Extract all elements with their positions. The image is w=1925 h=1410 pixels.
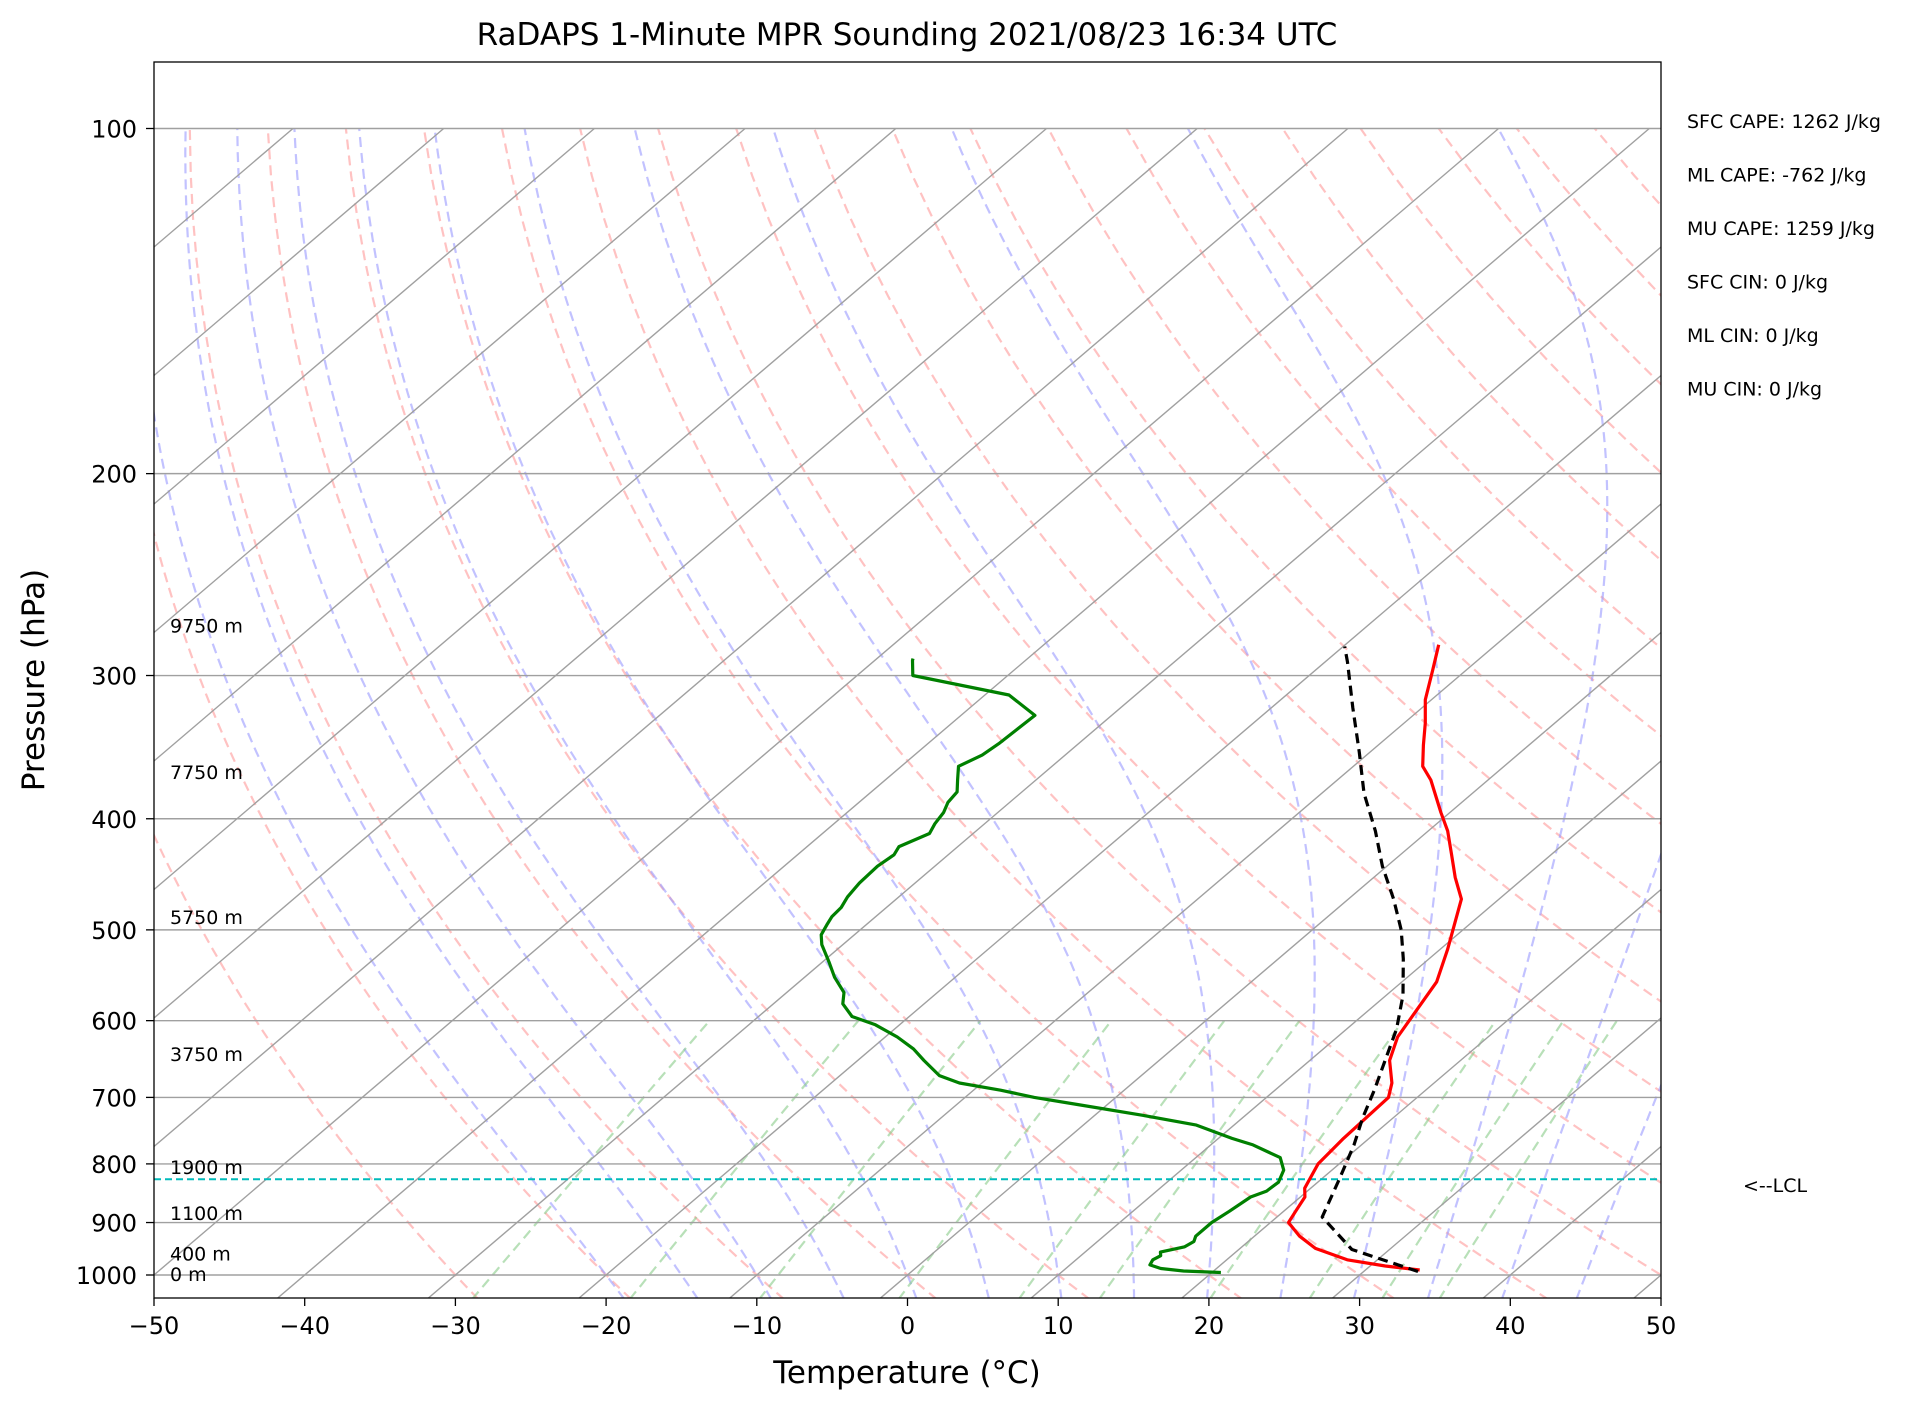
x-axis-label: Temperature (°C) [772, 1355, 1041, 1391]
moist-adiabat-line [359, 129, 917, 1300]
dry-adiabat-line [814, 129, 1925, 1300]
x-tick-label: 0 [900, 1312, 915, 1340]
dry-adiabat-line [1517, 129, 1925, 1300]
stat-line: ML CAPE: -762 J/kg [1687, 165, 1866, 187]
isotherm-line [276, 129, 1649, 1300]
moist-adiabat-line [237, 129, 771, 1300]
x-tick-label: 30 [1344, 1312, 1375, 1340]
x-tick-label: −50 [129, 1312, 180, 1340]
dry-adiabat-line [190, 129, 784, 1300]
y-tick-label: 600 [91, 1008, 137, 1036]
isotherm-line [126, 129, 1499, 1300]
stats-panel: SFC CAPE: 1262 J/kg ML CAPE: -762 J/kg MU … [1687, 111, 1881, 401]
dry-adiabat-line [268, 129, 937, 1300]
y-tick-label: 500 [91, 917, 137, 945]
x-tick-label: −30 [430, 1312, 481, 1340]
chart-title: RaDAPS 1-Minute MPR Sounding 2021/08/23 … [477, 17, 1338, 53]
height-label: 9750 m [170, 616, 243, 638]
height-label: 7750 m [170, 762, 243, 784]
dry-adiabat-line [111, 129, 632, 1300]
dry-adiabat-line [1829, 129, 1925, 1300]
height-label: 0 m [170, 1264, 207, 1286]
isotherm-line [1030, 129, 1925, 1300]
moist-adiabat-line [635, 129, 1134, 1300]
mixing-ratio-line [1099, 1021, 1300, 1300]
dry-adiabat-line [1283, 129, 1925, 1300]
stat-line: SFC CIN: 0 J/kg [1687, 272, 1828, 294]
height-label: 3750 m [170, 1044, 243, 1066]
background-reference-lines [0, 129, 1925, 1300]
moist-adiabat-line [435, 129, 990, 1300]
moist-adiabat-line [1188, 129, 1442, 1300]
moist-adiabat-line [1428, 129, 1608, 1300]
moist-adiabat-line [1502, 129, 1825, 1300]
x-tick-label: 20 [1194, 1312, 1225, 1340]
x-tick-label: −10 [731, 1312, 782, 1340]
dry-adiabat-line [1673, 129, 1925, 1300]
dry-adiabat-line [580, 129, 1548, 1300]
isotherm-line [0, 129, 1046, 1300]
dry-adiabat-line [502, 129, 1395, 1300]
dry-adiabat-line [28, 129, 478, 1300]
dry-adiabat-line [1439, 129, 1925, 1300]
isotherm-line [1633, 129, 1925, 1300]
dry-adiabat-line [1361, 129, 1925, 1300]
mixing-ratio-line [630, 1021, 859, 1300]
mixing-ratio-line [1210, 1021, 1403, 1300]
stat-line: SFC CAPE: 1262 J/kg [1687, 111, 1881, 133]
isotherm-line [578, 129, 1925, 1300]
y-tick-label: 400 [91, 806, 137, 834]
isotherm-line [879, 129, 1925, 1300]
y-tick-label: 800 [91, 1151, 137, 1179]
x-tick-label: 10 [1043, 1312, 1074, 1340]
height-label: 5750 m [170, 907, 243, 929]
y-tick-label: 900 [91, 1210, 137, 1238]
moist-adiabat-line [525, 129, 1062, 1300]
isotherm-line [0, 129, 1197, 1300]
mixing-ratio-line [1439, 1021, 1617, 1300]
isotherm-line [1482, 129, 1925, 1300]
stat-line: ML CIN: 0 J/kg [1687, 325, 1819, 347]
x-tick-label: 40 [1495, 1312, 1526, 1340]
y-tick-label: 1000 [76, 1262, 137, 1290]
y-tick-label: 100 [91, 116, 137, 144]
y-tick-label: 700 [91, 1084, 137, 1112]
y-tick-label: 300 [91, 663, 137, 691]
dry-adiabat-line [892, 129, 1925, 1300]
y-tick-label: 200 [91, 461, 137, 489]
isotherm-line [427, 129, 1800, 1300]
moist-adiabat-line [952, 129, 1315, 1300]
moist-adiabat-line [773, 129, 1214, 1300]
stat-line: MU CIN: 0 J/kg [1687, 379, 1822, 401]
mixing-ratio-line [1382, 1021, 1564, 1300]
x-axis: −50 −40 −30 −20 −10 0 10 20 30 40 50 [129, 1298, 1677, 1340]
isotherm-line [1331, 129, 1925, 1300]
height-label: 400 m [170, 1244, 231, 1266]
y-axis: 100 200 300 400 500 600 700 800 900 1000 [76, 116, 154, 1291]
dry-adiabat-line [658, 129, 1701, 1300]
moist-adiabat-line [1576, 129, 1925, 1300]
isotherm-line [0, 129, 1348, 1300]
height-label: 1100 m [170, 1203, 243, 1225]
x-tick-label: −40 [279, 1312, 330, 1340]
height-label: 1900 m [170, 1157, 243, 1179]
dry-adiabat-line [1595, 129, 1925, 1300]
isotherm-line [728, 129, 1925, 1300]
mixing-ratio-line [759, 1021, 980, 1300]
stat-line: MU CAPE: 1259 J/kg [1687, 218, 1875, 240]
y-axis-label: Pressure (hPa) [16, 569, 52, 791]
lcl-label: <--LCL [1743, 1175, 1807, 1197]
x-tick-label: −20 [581, 1312, 632, 1340]
isotherm-line [0, 129, 594, 1300]
x-tick-label: 50 [1646, 1312, 1677, 1340]
dry-adiabat-line [1751, 129, 1925, 1300]
